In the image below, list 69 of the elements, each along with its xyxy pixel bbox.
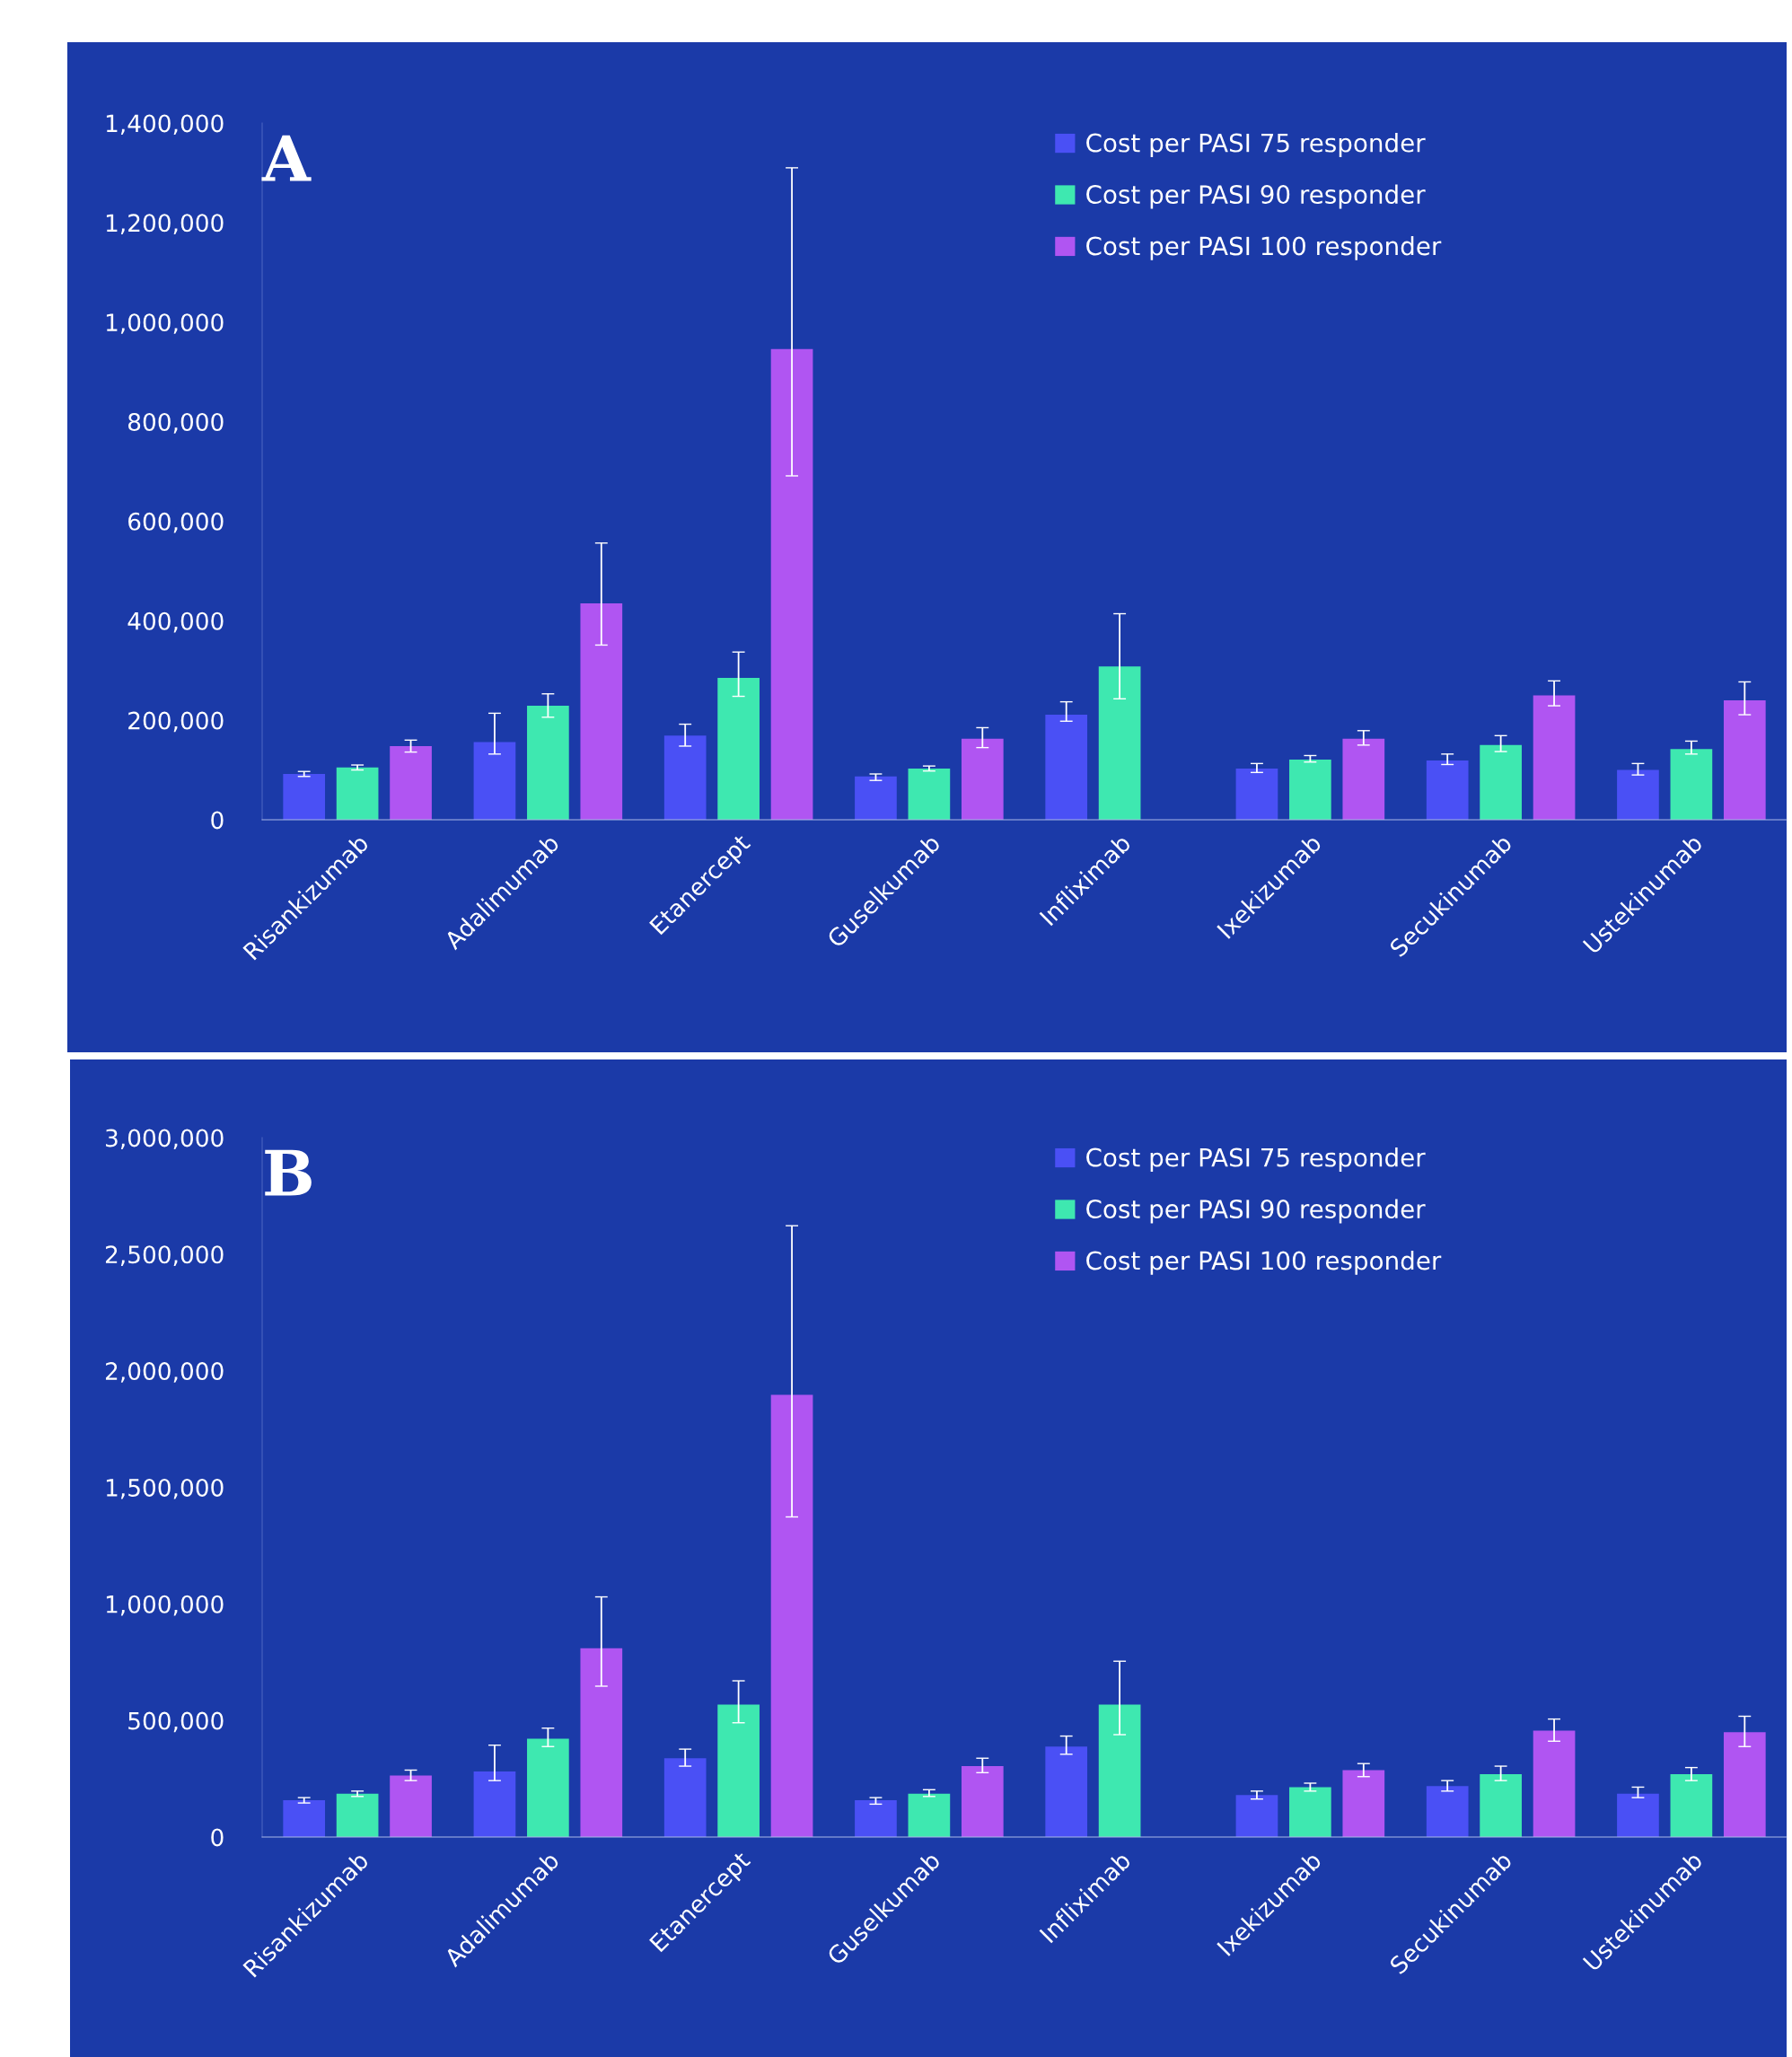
bar: [1426, 1786, 1469, 1837]
legend-label: Cost per PASI 75 responder: [1086, 1147, 1426, 1172]
bar: [961, 738, 1004, 820]
bar: [1342, 738, 1385, 820]
bar: [1723, 699, 1766, 820]
legend-label: Cost per PASI 100 responder: [1086, 235, 1442, 260]
y-tick-label: 400,000: [127, 611, 224, 633]
bar: [1533, 1730, 1576, 1837]
y-tick-label: 2,000,000: [105, 1362, 224, 1383]
y-tick-label: 200,000: [128, 711, 224, 733]
y-tick-label: 600,000: [128, 512, 224, 533]
legend-label: Cost per PASI 100 responder: [1086, 1250, 1442, 1275]
bar: [1235, 768, 1278, 820]
y-tick-label: 1,000,000: [106, 1595, 224, 1616]
bar: [283, 1799, 326, 1837]
bar: [1045, 715, 1088, 820]
bar: [390, 745, 432, 820]
bar: [855, 776, 897, 820]
y-tick-label: 1,000,000: [106, 313, 224, 334]
annotation: B: [265, 1149, 312, 1196]
y-tick-label: 0: [211, 811, 224, 830]
bar: [663, 735, 707, 820]
bar: [1533, 695, 1576, 820]
legend-label: Cost per PASI 90 responder: [1086, 184, 1426, 209]
annotation: A: [261, 135, 312, 181]
bar: [336, 767, 379, 820]
bar: [1670, 1773, 1713, 1837]
bar: [908, 768, 951, 820]
legend-label: Cost per PASI 75 responder: [1086, 133, 1426, 157]
bar: [1342, 1770, 1385, 1837]
bar: [1426, 760, 1469, 820]
bar: [855, 1799, 897, 1837]
y-tick-label: 800,000: [128, 413, 224, 434]
bar: [717, 678, 760, 820]
bar: [717, 1704, 760, 1837]
bar: [961, 1766, 1004, 1837]
bar: [580, 1648, 623, 1837]
bar: [580, 602, 623, 820]
bar: [527, 706, 569, 820]
bar: [1289, 1787, 1331, 1837]
bar: [770, 1394, 813, 1837]
bar: [1235, 1795, 1278, 1837]
bar: [390, 1775, 432, 1837]
bar: [770, 348, 813, 820]
y-tick-label: 1,400,000: [106, 114, 224, 136]
bar: [336, 1793, 379, 1837]
bar: [1045, 1746, 1088, 1837]
bar: [663, 1758, 707, 1837]
y-tick-label: 500,000: [128, 1711, 224, 1733]
bar: [1480, 1773, 1522, 1837]
bar: [1670, 749, 1713, 820]
y-tick-label: 3,000,000: [106, 1129, 224, 1150]
bar: [527, 1738, 569, 1837]
y-tick-label: 1,500,000: [106, 1478, 224, 1499]
bar: [1480, 744, 1522, 820]
bar: [1617, 1793, 1659, 1837]
bar: [1617, 769, 1659, 820]
bar: [473, 1771, 516, 1837]
bar: [1723, 1732, 1766, 1837]
bar: [1098, 1704, 1141, 1837]
y-tick-label: 2,500,000: [105, 1245, 224, 1266]
legend-label: Cost per PASI 90 responder: [1086, 1199, 1426, 1224]
bar: [473, 742, 516, 820]
bar: [1098, 666, 1141, 820]
bar: [908, 1793, 951, 1837]
y-tick-label: 0: [211, 1828, 224, 1847]
bar: [283, 774, 326, 820]
bar: [1289, 759, 1331, 820]
y-tick-label: 1,200,000: [106, 214, 224, 234]
